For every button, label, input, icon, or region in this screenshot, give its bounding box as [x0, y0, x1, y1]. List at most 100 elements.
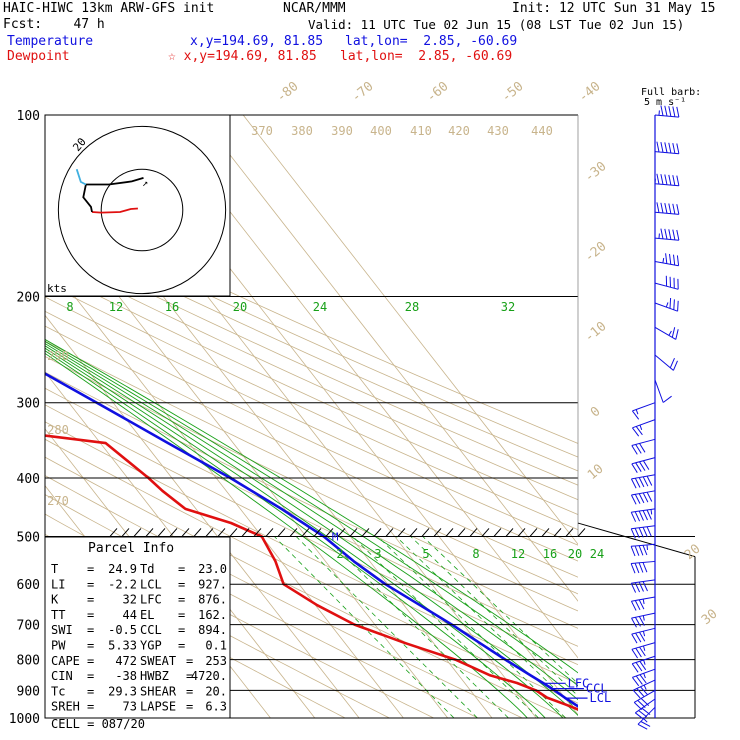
moist-adiabat-label: 24 — [313, 300, 327, 314]
parcel-label: LI — [51, 577, 65, 591]
isotherm-label: -30 — [582, 159, 610, 186]
wind-barb — [654, 275, 679, 290]
valid-time: Valid: 11 UTC Tue 02 Jun 15 (08 LST Tue … — [308, 17, 685, 32]
hatch-tick — [313, 528, 322, 537]
dry-adiabat — [45, 229, 578, 472]
hatch-tick — [529, 528, 538, 537]
mixing-ratio-label: 8 — [472, 547, 479, 561]
isotherm-label: 20 — [682, 542, 704, 564]
moist-adiabat — [45, 340, 578, 687]
theta-label: 380 — [291, 124, 313, 138]
wind-barb — [654, 105, 680, 118]
wind-barb — [631, 655, 656, 673]
parcel-label: Td — [140, 562, 154, 576]
parcel-eq: = — [87, 608, 94, 622]
parcel-label: T — [51, 562, 58, 576]
hatch-tick — [109, 528, 118, 537]
parcel-value: 472 — [115, 654, 137, 668]
hatch-tick — [121, 528, 130, 537]
pressure-tick-label: 400 — [17, 472, 40, 487]
temperature-xy: x,y=194.69, 81.85 — [190, 34, 324, 49]
parcel-value: 44 — [123, 608, 137, 622]
dry-adiabat — [45, 242, 578, 486]
isotherm-label: -60 — [424, 79, 452, 106]
pressure-tick-label: 1000 — [9, 712, 40, 727]
mixing-ratio-line — [395, 536, 578, 712]
dry-adiabat — [45, 268, 578, 515]
parcel-value: 73 — [123, 700, 137, 714]
wind-barb — [633, 689, 656, 710]
parcel-value: 927. — [198, 577, 227, 591]
hatch-tick — [373, 528, 382, 537]
moist-adiabat — [45, 347, 564, 718]
dry-adiabat — [45, 255, 578, 501]
wind-barb-title: Full barb: — [641, 87, 701, 98]
hatch-tick — [577, 528, 586, 537]
theta-label: 430 — [487, 124, 509, 138]
pressure-tick-label: 300 — [17, 397, 40, 412]
parcel-label: SWI — [51, 623, 73, 637]
hatch-tick — [481, 528, 490, 537]
parcel-label: CIN — [51, 669, 73, 683]
parcel-value: 23.0 — [198, 562, 227, 576]
parcel-value: 253 — [205, 654, 227, 668]
mixing-ratio-line — [352, 536, 539, 718]
parcel-eq: = — [178, 623, 185, 637]
hatch-tick — [265, 528, 274, 537]
moist-adiabat-label: 8 — [66, 300, 73, 314]
theta-label: 390 — [331, 124, 353, 138]
isotherm-label: -40 — [576, 79, 604, 106]
wind-barb — [631, 457, 656, 473]
hatch-tick — [505, 528, 514, 537]
theta-label: 280 — [47, 423, 69, 437]
mixing-ratio-label: 3 — [374, 547, 381, 561]
parcel-label: PW — [51, 639, 66, 653]
parcel-label: HWBZ — [140, 669, 169, 683]
hatch-tick — [253, 528, 262, 537]
mixing-ratio-line — [295, 536, 478, 718]
parcel-label: YGP — [140, 639, 162, 653]
hatch-tick — [277, 528, 286, 537]
parcel-eq: = — [178, 608, 185, 622]
hatch-tick — [457, 528, 466, 537]
mixing-ratio-line — [377, 536, 566, 718]
wind-barb — [654, 141, 680, 155]
hodograph-units: kts — [47, 282, 67, 295]
dry-adiabat — [45, 216, 578, 458]
moist-adiabat — [45, 343, 578, 701]
wind-barb — [654, 297, 679, 312]
temperature-latlon: lat,lon= 2.85, -60.69 — [345, 34, 518, 49]
isotherm-line — [198, 115, 578, 602]
hatch-tick — [565, 528, 574, 537]
wind-barb — [630, 543, 656, 557]
parcel-label: CAPE — [51, 654, 80, 668]
parcel-label: K — [51, 593, 59, 607]
moist-adiabat-label: 20 — [233, 300, 247, 314]
wind-barb — [630, 490, 656, 505]
isotherm-label: 30 — [699, 607, 721, 629]
forecast-hour: Fcst: 47 h — [3, 17, 105, 32]
dry-adiabat — [45, 282, 578, 531]
hatch-tick — [133, 528, 142, 537]
parcel-value: 0.1 — [205, 639, 227, 653]
mixing-ratio-label: 2 — [336, 547, 343, 561]
theta-label: 270 — [47, 494, 69, 508]
dry-adiabat — [45, 438, 578, 704]
parcel-eq: = — [87, 684, 94, 698]
hatch-tick — [433, 528, 442, 537]
mixing-ratio-line — [422, 536, 578, 685]
hodograph-trace — [91, 207, 138, 214]
hatch-tick — [301, 528, 310, 537]
moist-adiabat-label: 12 — [109, 300, 123, 314]
parcel-eq: = — [186, 669, 193, 683]
wind-barb — [630, 508, 656, 522]
parcel-label: LAPSE — [140, 700, 176, 714]
parcel-eq: = — [178, 639, 185, 653]
dry-adiabat — [45, 340, 578, 595]
moist-adiabat — [45, 352, 528, 718]
mixing-ratio-label: 5 — [422, 547, 429, 561]
parcel-label: TT — [51, 608, 65, 622]
